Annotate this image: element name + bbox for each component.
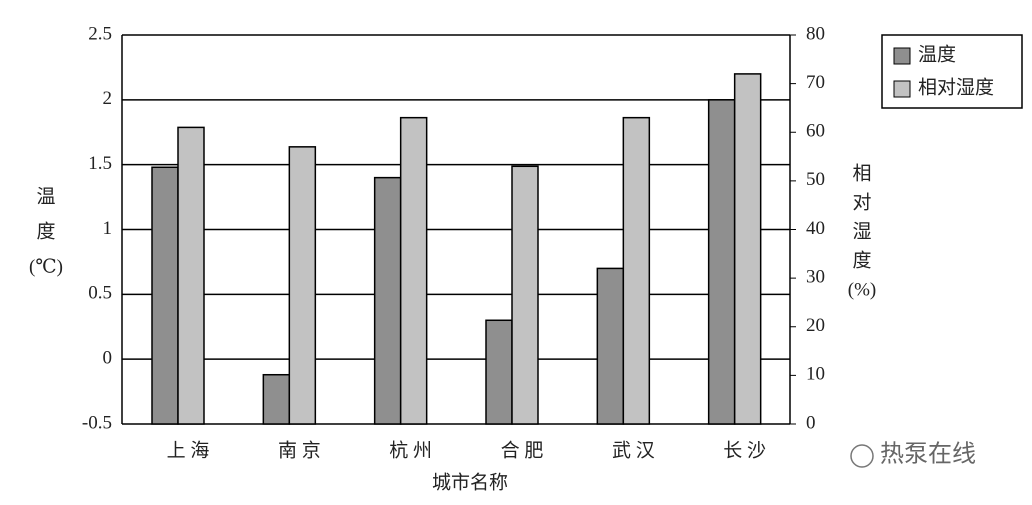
bar: [373, 176, 402, 425]
bar: [511, 165, 539, 425]
bar: [288, 146, 317, 425]
y2-tick-label: 40: [806, 218, 825, 239]
y2-tick-label: 30: [806, 266, 825, 287]
y2-tick-label: 0: [806, 412, 816, 433]
y-tick-label: 1.5: [88, 153, 112, 174]
y-tick-label: 0.5: [88, 283, 112, 304]
y-tick-label: 1: [103, 218, 113, 239]
y2-axis-label: 湿: [852, 220, 871, 242]
watermark: 热泵在线: [880, 441, 976, 468]
bar: [262, 373, 291, 425]
y2-tick-label: 70: [806, 72, 825, 93]
x-tick-label: 上 海: [167, 439, 210, 461]
y2-tick-label: 20: [806, 315, 825, 336]
bar: [399, 116, 428, 425]
bar: [151, 166, 179, 425]
y2-axis-label: (%): [848, 279, 876, 300]
legend-swatch: [893, 47, 911, 65]
bar: [596, 267, 625, 425]
bar: [177, 126, 205, 425]
y-tick-label: -0.5: [82, 412, 112, 433]
bar: [733, 73, 762, 425]
x-tick-label: 南 京: [278, 439, 321, 461]
y-tick-label: 2.5: [88, 23, 112, 44]
y-tick-label: 2: [103, 88, 113, 109]
bar: [622, 116, 651, 425]
legend-swatch: [893, 80, 911, 98]
y-axis-label: 度: [36, 220, 55, 242]
y2-axis-label: 对: [852, 191, 871, 213]
y2-tick-label: 10: [806, 364, 825, 385]
y-tick-label: 0: [103, 348, 113, 369]
y2-tick-label: 60: [806, 121, 825, 142]
x-tick-label: 杭 州: [389, 439, 432, 461]
y2-tick-label: 50: [806, 169, 825, 190]
x-axis-label: 城市名称: [432, 471, 508, 493]
y2-axis-label: 度: [852, 249, 871, 271]
x-tick-label: 武 汉: [612, 439, 655, 461]
bar: [707, 99, 736, 425]
y-axis-label: (℃): [29, 256, 63, 277]
x-tick-label: 长 沙: [723, 439, 766, 461]
bar: [485, 319, 513, 425]
y2-axis-label: 相: [852, 162, 871, 184]
watermark-icon: [850, 444, 874, 468]
legend-label: 温度: [918, 43, 956, 65]
x-tick-label: 合 肥: [501, 439, 544, 461]
y-axis-label: 温: [36, 185, 55, 207]
y2-tick-label: 80: [806, 23, 825, 44]
legend-label: 相对湿度: [918, 76, 994, 98]
